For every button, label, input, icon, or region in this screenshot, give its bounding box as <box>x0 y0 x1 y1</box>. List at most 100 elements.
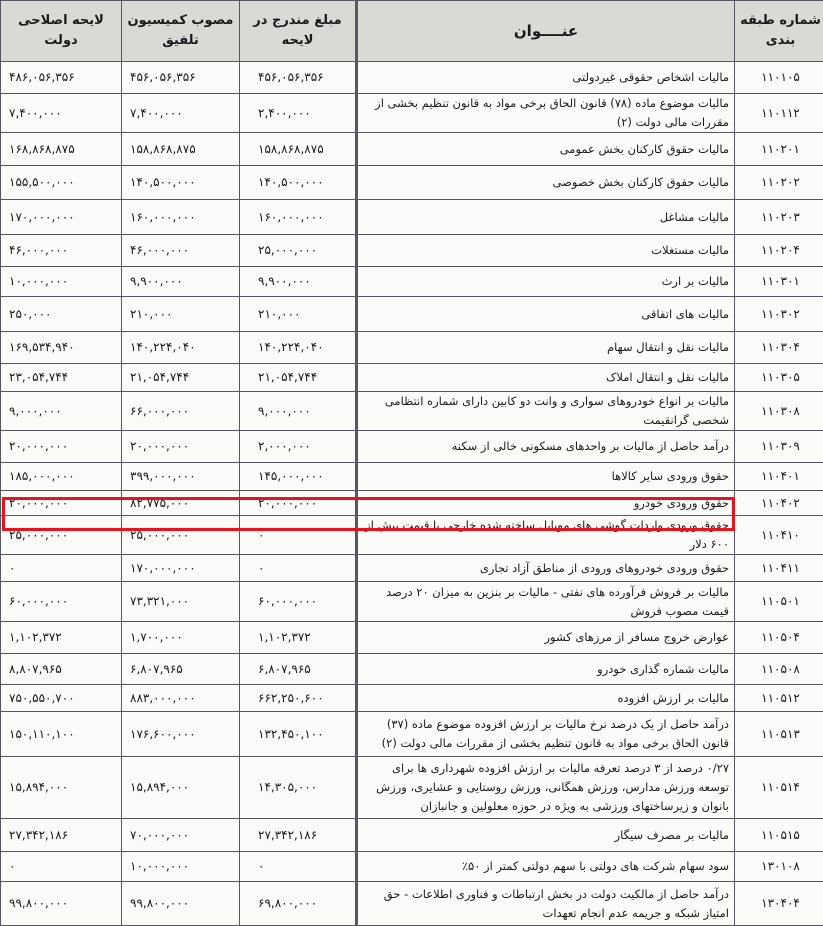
row-bill-amount: ۲,۰۰۰,۰۰۰ <box>240 431 357 463</box>
row-commission-approved: ۱۴۰,۵۰۰,۰۰۰ <box>122 166 240 200</box>
row-title: حقوق ورودی خودروهای ورودی از مناطق آزاد … <box>357 555 735 582</box>
row-commission-approved: ۹۹,۸۰۰,۰۰۰ <box>122 882 240 926</box>
row-code: ۱۱۰۴۱۱ <box>735 555 823 582</box>
row-title: حقوق ورودی سایر کالاها <box>357 463 735 491</box>
row-commission-approved: ۹,۹۰۰,۰۰۰ <box>122 267 240 297</box>
row-commission-approved: ۶,۸۰۷,۹۶۵ <box>122 654 240 685</box>
header-commission-approved: مصوب کمیسیون تلفیق <box>122 1 240 62</box>
row-title: درآمد حاصل از مالیات بر واحدهای مسکونی خ… <box>357 431 735 463</box>
row-commission-approved: ۱۵۸,۸۶۸,۸۷۵ <box>122 133 240 166</box>
row-title: مالیات اشخاص حقوقی غیردولتی <box>357 62 735 94</box>
row-government-revised: ۹۹,۸۰۰,۰۰۰ <box>1 882 122 926</box>
row-bill-amount: ۱,۱۰۲,۳۷۲ <box>240 622 357 654</box>
row-government-revised: ۱۸۵,۰۰۰,۰۰۰ <box>1 463 122 491</box>
row-title: مالیات بر انواع خودروهای سواری و وانت دو… <box>357 392 735 431</box>
row-government-revised: ۸,۸۰۷,۹۶۵ <box>1 654 122 685</box>
row-government-revised: ۰ <box>1 555 122 582</box>
row-bill-amount: ۲۱,۰۵۴,۷۴۴ <box>240 364 357 392</box>
row-bill-amount: ۴۵۶,۰۵۶,۳۵۶ <box>240 62 357 94</box>
row-government-revised: ۴۶,۰۰۰,۰۰۰ <box>1 235 122 267</box>
row-bill-amount: ۲۷,۳۴۲,۱۸۶ <box>240 819 357 852</box>
row-code: ۱۱۰۵۰۱ <box>735 582 823 622</box>
row-bill-amount: ۶۰,۰۰۰,۰۰۰ <box>240 582 357 622</box>
row-bill-amount: ۱۵۸,۸۶۸,۸۷۵ <box>240 133 357 166</box>
row-commission-approved: ۱۶۰,۰۰۰,۰۰۰ <box>122 200 240 235</box>
row-government-revised: ۲۳,۰۵۴,۷۴۴ <box>1 364 122 392</box>
row-title: مالیات بر مصرف سیگار <box>357 819 735 852</box>
row-bill-amount: ۶,۸۰۷,۹۶۵ <box>240 654 357 685</box>
row-title: مالیات مشاغل <box>357 200 735 235</box>
row-government-revised: ۱۵۰,۱۱۰,۱۰۰ <box>1 712 122 757</box>
row-title: مالیات مستغلات <box>357 235 735 267</box>
row-commission-approved: ۳۹۹,۰۰۰,۰۰۰ <box>122 463 240 491</box>
row-government-revised: ۱۷۰,۰۰۰,۰۰۰ <box>1 200 122 235</box>
row-bill-amount: ۹,۰۰۰,۰۰۰ <box>240 392 357 431</box>
row-commission-approved: ۷۳,۳۲۱,۰۰۰ <box>122 582 240 622</box>
row-bill-amount: ۲۵,۰۰۰,۰۰۰ <box>240 235 357 267</box>
row-commission-approved: ۲۰,۰۰۰,۰۰۰ <box>122 431 240 463</box>
row-bill-amount: ۱۴,۳۰۵,۰۰۰ <box>240 757 357 819</box>
row-government-revised: ۲۷,۳۴۲,۱۸۶ <box>1 819 122 852</box>
row-government-revised: ۶۰,۰۰۰,۰۰۰ <box>1 582 122 622</box>
row-code: ۱۱۰۳۰۸ <box>735 392 823 431</box>
row-code: ۱۱۰۵۱۵ <box>735 819 823 852</box>
row-code: ۱۱۰۲۰۲ <box>735 166 823 200</box>
row-government-revised: ۲۵۰,۰۰۰ <box>1 297 122 332</box>
row-commission-approved: ۲۱۰,۰۰۰ <box>122 297 240 332</box>
row-bill-amount: ۲۱۰,۰۰۰ <box>240 297 357 332</box>
row-government-revised: ۷۵۰,۵۵۰,۷۰۰ <box>1 685 122 712</box>
row-code: ۱۱۰۲۰۳ <box>735 200 823 235</box>
row-commission-approved: ۱۷۶,۶۰۰,۰۰۰ <box>122 712 240 757</box>
row-code: ۱۱۰۳۰۵ <box>735 364 823 392</box>
row-title: مالیات نقل و انتقال املاک <box>357 364 735 392</box>
row-title: عوارض خروج مسافر از مرزهای کشور <box>357 622 735 654</box>
row-code: ۱۱۰۳۰۹ <box>735 431 823 463</box>
row-code: ۱۱۰۵۰۸ <box>735 654 823 685</box>
row-commission-approved: ۲۵,۰۰۰,۰۰۰ <box>122 516 240 555</box>
row-code: ۱۳۰۱۰۸ <box>735 852 823 882</box>
row-title: درآمد حاصل از مالکیت دولت در بخش ارتباطا… <box>357 882 735 926</box>
row-title: ۰/۲۷ درصد از ۳ درصد تعرفه مالیات بر ارزش… <box>357 757 735 819</box>
row-bill-amount: ۰ <box>240 516 357 555</box>
row-code: ۱۱۰۴۱۰ <box>735 516 823 555</box>
table-header-row: شماره طبقه بندی عنــــوان مبلغ مندرج در … <box>1 1 823 62</box>
row-bill-amount: ۱۶۰,۰۰۰,۰۰۰ <box>240 200 357 235</box>
row-code: ۱۱۰۵۰۴ <box>735 622 823 654</box>
row-bill-amount: ۱۴۰,۵۰۰,۰۰۰ <box>240 166 357 200</box>
row-commission-approved: ۴۵۶,۰۵۶,۳۵۶ <box>122 62 240 94</box>
row-code: ۱۱۰۳۰۲ <box>735 297 823 332</box>
row-government-revised: ۷,۴۰۰,۰۰۰ <box>1 94 122 133</box>
row-commission-approved: ۱۷۰,۰۰۰,۰۰۰ <box>122 555 240 582</box>
row-title: درآمد حاصل از یک درصد نرخ مالیات بر ارزش… <box>357 712 735 757</box>
row-title: سود سهام شرکت های دولتی با سهم دولتی کمت… <box>357 852 735 882</box>
row-code: ۱۱۰۱۰۵ <box>735 62 823 94</box>
header-bill-amount: مبلغ مندرج در لایحه <box>240 1 357 62</box>
row-government-revised: ۱۶۸,۸۶۸,۸۷۵ <box>1 133 122 166</box>
row-title: مالیات موضوع ماده (۷۸) قانون الحاق برخی … <box>357 94 735 133</box>
row-commission-approved: ۱۴۰,۲۲۴,۰۴۰ <box>122 332 240 364</box>
row-title: مالیات شماره گذاری خودرو <box>357 654 735 685</box>
row-commission-approved: ۱۵,۸۹۴,۰۰۰ <box>122 757 240 819</box>
row-government-revised: ۱,۱۰۲,۳۷۲ <box>1 622 122 654</box>
row-government-revised: ۱۵۵,۵۰۰,۰۰۰ <box>1 166 122 200</box>
row-commission-approved: ۱,۷۰۰,۰۰۰ <box>122 622 240 654</box>
row-code: ۱۱۰۳۰۴ <box>735 332 823 364</box>
row-bill-amount: ۱۴۰,۲۲۴,۰۴۰ <box>240 332 357 364</box>
row-code: ۱۱۰۴۰۲ <box>735 491 823 516</box>
